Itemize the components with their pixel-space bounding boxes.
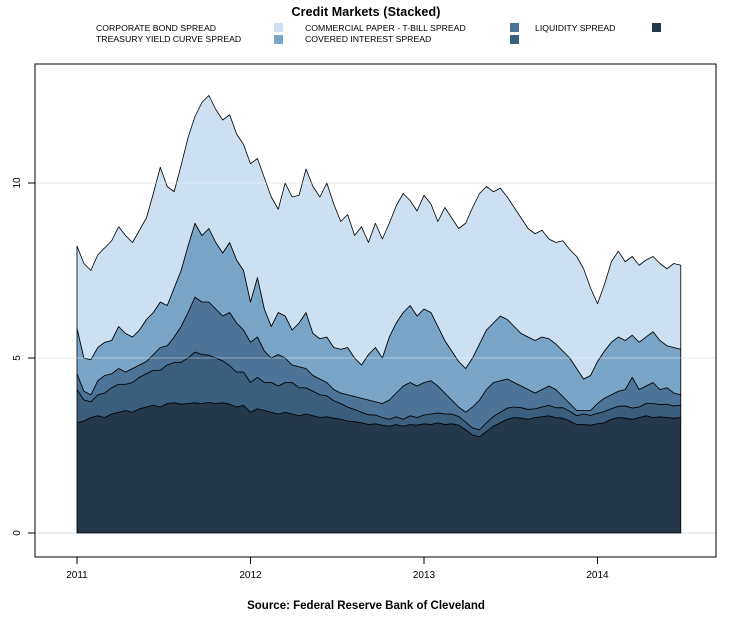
y-tick-label-5: 5: [12, 355, 23, 361]
legend-column-2: COMMERCIAL PAPER - T-BILL SPREAD COVERED…: [305, 22, 519, 45]
chart-title: Credit Markets (Stacked): [291, 5, 441, 19]
legend-entry-liquidity-spread: LIQUIDITY SPREAD: [535, 22, 661, 34]
legend: CORPORATE BOND SPREAD TREASURY YIELD CUR…: [0, 22, 732, 46]
y-tick-label-10: 10: [12, 177, 23, 189]
legend-entry-treasury-yield-curve-spread: TREASURY YIELD CURVE SPREAD: [96, 34, 283, 46]
legend-swatch-corporate-bond-spread: [274, 23, 283, 33]
x-tick-label-2013: 2013: [413, 570, 436, 581]
plot-border: [34, 63, 717, 558]
x-tick-label-2012: 2012: [239, 570, 262, 581]
legend-label: CORPORATE BOND SPREAD: [96, 22, 217, 33]
legend-column-1: CORPORATE BOND SPREAD TREASURY YIELD CUR…: [96, 22, 283, 45]
legend-entry-corporate-bond-spread: CORPORATE BOND SPREAD: [96, 22, 283, 34]
legend-label: TREASURY YIELD CURVE SPREAD: [96, 34, 242, 45]
y-tick-label-0: 0: [12, 530, 23, 536]
legend-entry-covered-interest-spread: COVERED INTEREST SPREAD: [305, 34, 519, 46]
source-caption: Source: Federal Reserve Bank of Clevelan…: [247, 600, 485, 612]
legend-entry-commercial-paper-t-bill-spread: COMMERCIAL PAPER - T-BILL SPREAD: [305, 22, 519, 34]
legend-swatch-treasury-yield-curve-spread: [274, 34, 283, 44]
x-tick-label-2014: 2014: [586, 570, 609, 581]
legend-label: LIQUIDITY SPREAD: [535, 22, 616, 33]
legend-swatch-liquidity-spread: [652, 23, 661, 33]
area-corporate-bond-spread: [76, 95, 682, 380]
x-tick-label-2011: 2011: [66, 570, 88, 581]
legend-label: COMMERCIAL PAPER - T-BILL SPREAD: [305, 22, 466, 33]
legend-column-3: LIQUIDITY SPREAD: [535, 22, 661, 34]
legend-label: COVERED INTEREST SPREAD: [305, 34, 432, 45]
legend-swatch-commercial-paper-t-bill-spread: [510, 23, 519, 33]
legend-swatch-covered-interest-spread: [510, 34, 519, 44]
